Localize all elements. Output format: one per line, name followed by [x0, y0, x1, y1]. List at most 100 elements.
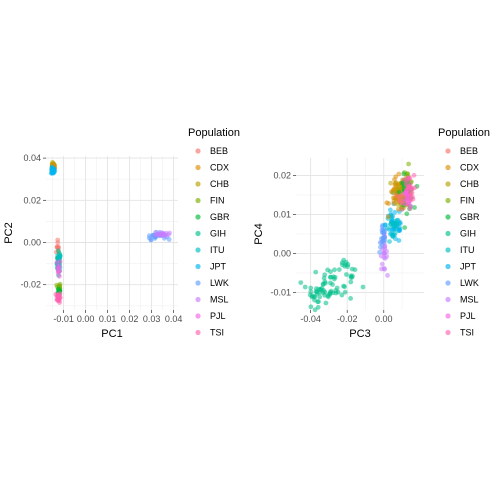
data-point-tsi — [409, 190, 415, 196]
data-point-msl — [167, 230, 172, 236]
legend: Population BEB CDX CHB FIN GBR GIH ITU JPT LWK MSL… — [188, 127, 240, 338]
data-point-lwk — [380, 227, 386, 233]
data-point-chb — [390, 190, 396, 196]
legend: Population BEB CDX CHB FIN GBR GIH ITU JPT LWK MSL… — [438, 127, 490, 338]
legend-key-pjl — [445, 313, 451, 319]
data-points — [49, 159, 172, 305]
y-axis-title: PC4 — [253, 223, 265, 244]
data-point-beb — [394, 193, 399, 198]
data-point-lwk — [377, 249, 382, 255]
data-point-gih — [328, 280, 333, 286]
legend-key-jpt — [195, 263, 201, 270]
y-axis-title: PC2 — [3, 222, 15, 243]
legend-key-cdx — [195, 164, 201, 171]
legend-key-fin — [445, 197, 451, 204]
data-point-tsi — [410, 186, 415, 192]
legend-label-cdx: CDX — [210, 163, 229, 173]
data-point-gih — [332, 267, 337, 273]
legend-label-itu: ITU — [460, 245, 475, 255]
data-point-pjl — [408, 203, 414, 209]
y-tick-label: 0.02 — [23, 195, 41, 205]
legend-label-pjl: PJL — [460, 311, 476, 321]
legend-label-fin: FIN — [460, 196, 475, 206]
legend-key-itu — [195, 247, 201, 253]
legend-label-gbr: GBR — [460, 212, 480, 222]
legend-label-msl: MSL — [460, 295, 479, 305]
x-axis-title: PC1 — [101, 328, 122, 340]
data-point-lwk — [166, 237, 172, 242]
y-tick-label: -0.02 — [20, 280, 41, 290]
legend-title: Population — [188, 127, 240, 139]
legend-label-msl: MSL — [210, 295, 229, 305]
x-tick-label: 0.00 — [375, 314, 393, 324]
data-point-gbr — [402, 225, 408, 231]
legend-label-gih: GIH — [460, 229, 476, 239]
data-point-msl — [379, 266, 384, 272]
data-point-tsi — [403, 181, 409, 187]
data-point-msl — [162, 232, 168, 238]
data-point-gih — [302, 284, 308, 290]
x-tick-label: -0.02 — [337, 314, 358, 324]
data-point-tsi — [57, 300, 62, 305]
legend-label-lwk: LWK — [210, 278, 229, 288]
data-point-gih — [350, 273, 355, 279]
legend-label-itu: ITU — [210, 245, 225, 255]
data-point-lwk — [382, 235, 388, 240]
data-point-tsi — [56, 295, 62, 300]
data-point-chb — [388, 180, 393, 186]
data-point-gih — [348, 296, 353, 301]
legend-label-jpt: JPT — [210, 262, 227, 272]
x-tick-label: -0.04 — [300, 314, 321, 324]
data-point-jpt — [396, 238, 402, 243]
x-tick-label: 0.02 — [121, 314, 139, 324]
data-point-gih — [308, 289, 314, 295]
panel-pc1-pc2: -0.01 0.00 0.01 0.02 0.03 0.04-0.020.000.020.… — [3, 127, 240, 340]
data-point-pjl — [57, 259, 63, 264]
data-point-gih — [342, 263, 348, 269]
y-tick-label: 0.02 — [273, 171, 291, 181]
legend-label-gbr: GBR — [210, 212, 230, 222]
data-point-fin — [406, 161, 411, 167]
data-point-gih — [348, 279, 354, 285]
data-point-gih — [322, 289, 328, 295]
legend-key-lwk — [195, 280, 201, 286]
x-tick-label: 0.01 — [99, 314, 117, 324]
data-point-gih — [344, 272, 349, 277]
legend-key-chb — [195, 181, 201, 187]
data-point-msl — [379, 261, 385, 267]
y-tick-label: 0.00 — [273, 248, 291, 258]
data-point-gih — [334, 285, 340, 291]
data-point-gih — [327, 291, 333, 296]
x-tick-label: 0.03 — [143, 314, 161, 324]
legend-label-chb: CHB — [210, 179, 229, 189]
legend-key-pjl — [195, 313, 201, 319]
data-point-gih — [339, 292, 345, 298]
data-point-gih — [308, 304, 314, 310]
y-tick-label: 0.00 — [23, 237, 41, 247]
legend-key-msl — [445, 296, 451, 303]
data-point-lwk — [148, 237, 154, 243]
data-point-itu — [385, 225, 390, 231]
data-point-lwk — [381, 231, 387, 236]
data-point-beb — [55, 237, 61, 243]
x-tick-label: 0.00 — [77, 314, 95, 324]
data-point-lwk — [147, 233, 152, 239]
legend-key-fin — [195, 197, 201, 204]
data-point-tsi — [411, 172, 417, 178]
data-point-gih — [336, 267, 342, 272]
data-point-itu — [387, 239, 392, 245]
data-point-lwk — [381, 238, 387, 244]
x-tick-label: 0.04 — [165, 314, 183, 324]
y-tick-label: -0.01 — [270, 287, 291, 297]
data-point-msl — [153, 232, 159, 238]
legend-key-chb — [445, 181, 451, 187]
data-point-gih — [317, 294, 323, 300]
legend-key-msl — [195, 296, 201, 303]
data-point-gih — [312, 307, 318, 313]
data-point-cdx — [386, 214, 391, 220]
data-point-lwk — [378, 244, 383, 250]
data-point-gih — [309, 294, 315, 300]
data-point-gih — [341, 283, 346, 289]
legend-key-gih — [195, 230, 201, 237]
data-point-gbr — [404, 211, 410, 217]
